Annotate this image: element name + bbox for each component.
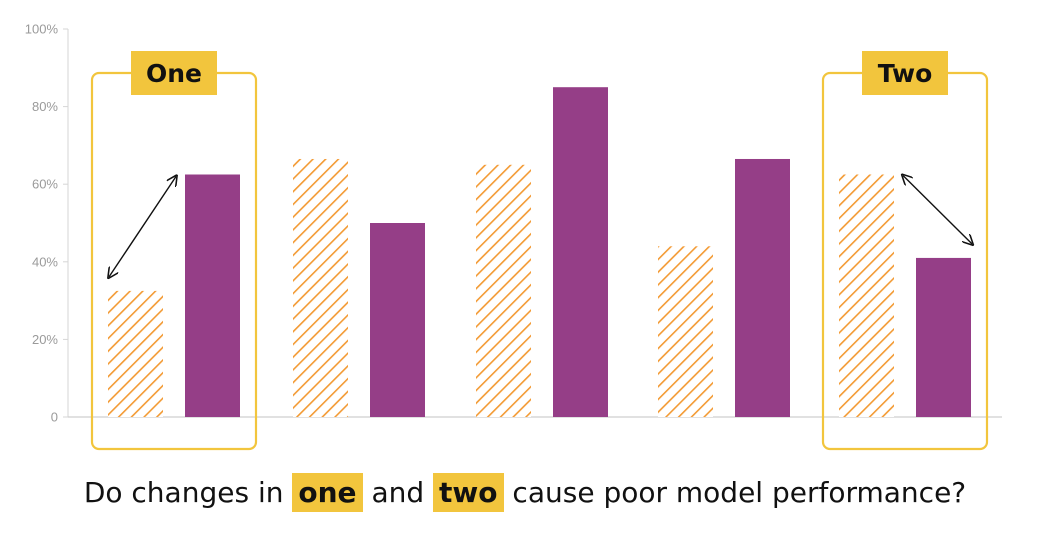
- solid-bar-4: [735, 158, 790, 418]
- label-box-two: [862, 51, 948, 95]
- bar-chart: 0 20% 40% 60% 80% 100% One Two: [25, 22, 1002, 451]
- solid-bar-2: [370, 223, 425, 417]
- hatched-bar-3: [476, 164, 531, 417]
- annotations-layer: One Two: [90, 51, 989, 451]
- y-tick-label: 40%: [32, 254, 58, 269]
- hatched-bar-1: [108, 290, 163, 417]
- double-arrow-two: [903, 176, 972, 244]
- hatched-bar-5: [839, 174, 894, 417]
- y-tick-label: 60%: [32, 177, 58, 192]
- chart-caption: Do changes in one and two cause poor mod…: [0, 473, 1050, 512]
- y-tick-label: 20%: [32, 332, 58, 347]
- solid-bar-3: [553, 87, 608, 417]
- solid-bar-5: [916, 257, 971, 417]
- hatched-bar-4: [658, 246, 713, 417]
- caption-text-middle: and: [362, 476, 434, 509]
- label-box-one: [131, 51, 217, 95]
- double-arrow-one: [109, 177, 176, 277]
- hatched-bar-2: [293, 158, 348, 418]
- solid-bar-1: [185, 174, 240, 417]
- label-one: One: [146, 59, 202, 88]
- caption-highlight-one: one: [292, 473, 363, 512]
- y-tick-label: 80%: [32, 99, 58, 114]
- caption-highlight-two: two: [433, 473, 504, 512]
- y-tick-label: 100%: [25, 22, 59, 37]
- caption-text-before: Do changes in: [83, 476, 293, 509]
- bars-layer: [108, 87, 971, 418]
- y-tick-label: 0: [51, 410, 58, 425]
- label-two: Two: [878, 59, 933, 88]
- caption-text-after: cause poor model performance?: [503, 476, 967, 509]
